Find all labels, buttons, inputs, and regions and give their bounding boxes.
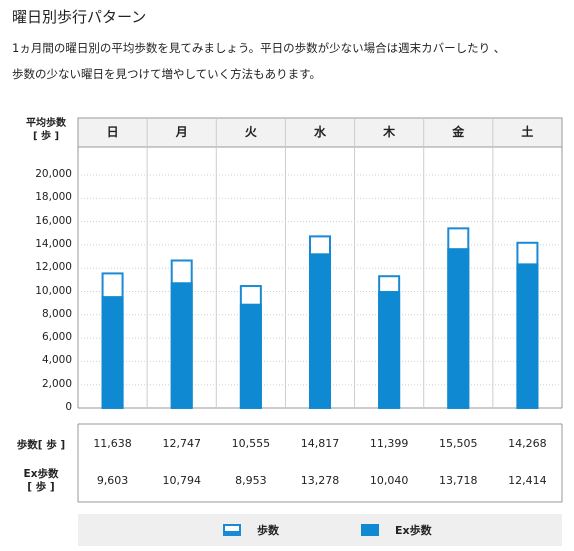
description-line-1: 1ヵ月間の曜日別の平均歩数を見てみましょう。平日の歩数が少ない場合は週末カバーし…	[12, 41, 506, 55]
bar-ex-steps	[447, 248, 470, 408]
table-cell-ex-steps: 10,794	[162, 474, 201, 487]
bar-ex-steps	[239, 303, 262, 408]
bar-ex-steps	[170, 282, 193, 408]
bar-ex-steps	[378, 291, 401, 408]
y-tick-label: 0	[65, 401, 72, 413]
table-cell-steps: 14,817	[300, 437, 340, 450]
legend-swatch-steps	[223, 524, 241, 536]
weekday-header-cell: 水	[313, 125, 326, 139]
y-tick-label: 14,000	[35, 237, 72, 250]
table-cell-ex-steps: 8,953	[235, 474, 267, 487]
table-row2-label: Ex歩数 [ 歩 ]	[8, 468, 74, 494]
weekday-header-cell: 土	[521, 125, 534, 139]
table-row1-label: 歩数[ 歩 ]	[16, 439, 66, 451]
legend-label-steps: 歩数	[257, 524, 279, 537]
y-tick-label: 6,000	[41, 331, 72, 344]
bar-ex-steps	[516, 263, 539, 408]
y-tick-label: 2,000	[41, 377, 72, 390]
weekday-header-cell: 金	[452, 125, 465, 139]
weekday-header-cell: 日	[106, 125, 119, 139]
bar-ex-steps	[309, 253, 331, 408]
table-cell-steps: 14,268	[508, 437, 547, 450]
table-cell-steps: 10,555	[231, 437, 271, 450]
y-tick-label: 8,000	[41, 307, 72, 320]
y-tick-label: 18,000	[35, 191, 72, 204]
y-tick-label: 20,000	[35, 168, 72, 180]
y-tick-label: 10,000	[35, 284, 72, 297]
y-axis-label-line2: [ 歩 ]	[32, 131, 60, 142]
y-axis-label: 平均歩数 [ 歩 ]	[18, 117, 74, 143]
table-cell-steps: 11,399	[369, 437, 409, 450]
table-frame	[77, 423, 563, 503]
table-row2-label-line2: [ 歩 ]	[27, 481, 55, 493]
table-cell-ex-steps: 9,603	[96, 474, 129, 487]
bar-ex-steps	[101, 296, 124, 408]
legend-swatch-ex-steps	[361, 524, 379, 536]
y-axis-label-line1: 平均歩数	[26, 118, 66, 129]
weekday-header-cell: 木	[383, 125, 396, 139]
chart-legend: 歩数 Ex歩数	[78, 514, 562, 546]
description-line-2: 歩数の少ない曜日を見つけて増やしていく方法もあります。	[12, 67, 322, 81]
legend-label-ex-steps: Ex歩数	[395, 524, 432, 537]
y-tick-label: 4,000	[41, 354, 72, 367]
table-cell-ex-steps: 13,718	[439, 474, 478, 487]
y-tick-label: 12,000	[35, 261, 72, 274]
weekday-header-cell: 火	[244, 125, 257, 139]
table-cell-steps: 12,747	[162, 437, 201, 450]
table-cell-ex-steps: 12,414	[508, 474, 547, 487]
page-title: 曜日別歩行パターン	[12, 8, 147, 26]
table-cell-ex-steps: 13,278	[300, 474, 340, 487]
weekday-header-cell: 月	[175, 125, 188, 139]
legend-item-ex-steps: Ex歩数	[361, 514, 432, 546]
table-cell-steps: 15,505	[439, 437, 478, 450]
table-row2-label-line1: Ex歩数	[23, 468, 59, 480]
legend-item-steps: 歩数	[223, 514, 279, 546]
table-cell-steps: 11,638	[93, 437, 132, 450]
y-tick-label: 16,000	[35, 214, 72, 227]
weekday-header-bg	[77, 117, 563, 148]
table-cell-ex-steps: 10,040	[369, 474, 409, 487]
chart-area	[77, 117, 563, 410]
